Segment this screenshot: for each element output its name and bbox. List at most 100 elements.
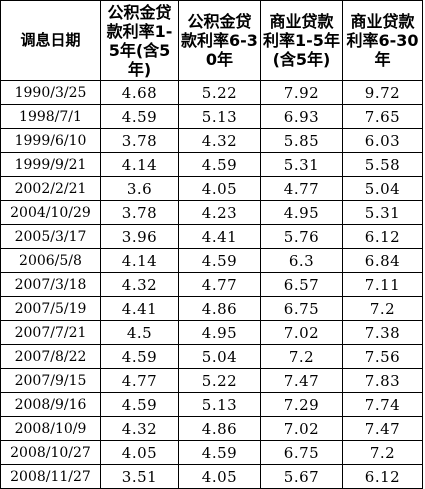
cell-provident-1-5: 3.51: [100, 464, 179, 489]
cell-date: 2007/3/18: [0, 272, 101, 297]
cell-date: 2002/2/21: [0, 176, 101, 201]
header-provident-6-30: 公积金贷款利率6-30年: [178, 0, 261, 81]
table-row: 2005/3/17 3.96 4.41 5.76 6.12: [0, 224, 423, 249]
table-row: 2008/10/27 4.05 4.59 6.75 7.2: [0, 440, 423, 465]
cell-commercial-1-5: 7.02: [260, 416, 343, 441]
cell-commercial-6-30: 7.83: [342, 368, 423, 393]
cell-provident-6-30: 4.23: [178, 200, 261, 225]
header-commercial-6-30: 商业贷款利率6-30年: [342, 0, 423, 81]
cell-commercial-6-30: 9.72: [342, 80, 423, 105]
table-row: 2007/9/15 4.77 5.22 7.47 7.83: [0, 368, 423, 393]
cell-date: 1999/6/10: [0, 128, 101, 153]
table-header: 调息日期 公积金贷款利率1-5年(含5年) 公积金贷款利率6-30年 商业贷款利…: [0, 0, 423, 81]
cell-date: 1999/9/21: [0, 152, 101, 177]
cell-date: 2008/11/27: [0, 464, 101, 489]
table-row: 2007/5/19 4.41 4.86 6.75 7.2: [0, 296, 423, 321]
cell-commercial-6-30: 7.2: [342, 296, 423, 321]
cell-provident-6-30: 5.04: [178, 344, 261, 369]
cell-commercial-6-30: 5.58: [342, 152, 423, 177]
cell-date: 2007/5/19: [0, 296, 101, 321]
cell-commercial-6-30: 7.47: [342, 416, 423, 441]
cell-provident-6-30: 4.05: [178, 176, 261, 201]
cell-provident-1-5: 4.59: [100, 344, 179, 369]
cell-date: 2007/9/15: [0, 368, 101, 393]
cell-commercial-6-30: 6.12: [342, 224, 423, 249]
cell-provident-1-5: 4.59: [100, 392, 179, 417]
cell-provident-6-30: 4.59: [178, 152, 261, 177]
cell-commercial-6-30: 6.03: [342, 128, 423, 153]
cell-date: 1990/3/25: [0, 80, 101, 105]
cell-date: 2005/3/17: [0, 224, 101, 249]
table-row: 1998/7/1 4.59 5.13 6.93 7.65: [0, 104, 423, 129]
cell-commercial-1-5: 4.95: [260, 200, 343, 225]
cell-commercial-1-5: 6.75: [260, 440, 343, 465]
cell-commercial-1-5: 5.67: [260, 464, 343, 489]
cell-commercial-6-30: 5.31: [342, 200, 423, 225]
table-row: 2007/3/18 4.32 4.77 6.57 7.11: [0, 272, 423, 297]
cell-provident-6-30: 4.86: [178, 416, 261, 441]
cell-commercial-1-5: 5.85: [260, 128, 343, 153]
cell-commercial-6-30: 6.84: [342, 248, 423, 273]
cell-commercial-1-5: 7.2: [260, 344, 343, 369]
cell-provident-1-5: 4.41: [100, 296, 179, 321]
cell-commercial-1-5: 7.92: [260, 80, 343, 105]
cell-provident-1-5: 4.77: [100, 368, 179, 393]
cell-provident-1-5: 3.6: [100, 176, 179, 201]
cell-provident-1-5: 4.14: [100, 152, 179, 177]
cell-provident-6-30: 5.22: [178, 368, 261, 393]
cell-commercial-1-5: 5.76: [260, 224, 343, 249]
table-row: 2008/10/9 4.32 4.86 7.02 7.47: [0, 416, 423, 441]
cell-commercial-1-5: 6.3: [260, 248, 343, 273]
cell-provident-1-5: 4.32: [100, 416, 179, 441]
cell-provident-6-30: 4.41: [178, 224, 261, 249]
cell-commercial-6-30: 7.65: [342, 104, 423, 129]
table-row: 2007/7/21 4.5 4.95 7.02 7.38: [0, 320, 423, 345]
cell-provident-1-5: 3.96: [100, 224, 179, 249]
cell-commercial-1-5: 7.29: [260, 392, 343, 417]
cell-provident-1-5: 4.5: [100, 320, 179, 345]
cell-date: 2004/10/29: [0, 200, 101, 225]
cell-date: 2008/10/27: [0, 440, 101, 465]
cell-commercial-1-5: 6.57: [260, 272, 343, 297]
cell-date: 2007/7/21: [0, 320, 101, 345]
cell-provident-1-5: 3.78: [100, 200, 179, 225]
cell-commercial-1-5: 6.93: [260, 104, 343, 129]
cell-provident-1-5: 3.78: [100, 128, 179, 153]
cell-provident-1-5: 4.32: [100, 272, 179, 297]
cell-commercial-6-30: 7.56: [342, 344, 423, 369]
cell-commercial-1-5: 6.75: [260, 296, 343, 321]
header-row: 调息日期 公积金贷款利率1-5年(含5年) 公积金贷款利率6-30年 商业贷款利…: [0, 0, 423, 81]
cell-commercial-1-5: 4.77: [260, 176, 343, 201]
cell-date: 1998/7/1: [0, 104, 101, 129]
cell-provident-6-30: 5.13: [178, 392, 261, 417]
cell-provident-6-30: 4.77: [178, 272, 261, 297]
cell-provident-1-5: 4.68: [100, 80, 179, 105]
table-row: 2008/9/16 4.59 5.13 7.29 7.74: [0, 392, 423, 417]
cell-date: 2008/10/9: [0, 416, 101, 441]
cell-provident-6-30: 4.95: [178, 320, 261, 345]
cell-commercial-6-30: 7.2: [342, 440, 423, 465]
cell-provident-1-5: 4.59: [100, 104, 179, 129]
table-row: 1999/9/21 4.14 4.59 5.31 5.58: [0, 152, 423, 177]
cell-provident-1-5: 4.14: [100, 248, 179, 273]
table-row: 2004/10/29 3.78 4.23 4.95 5.31: [0, 200, 423, 225]
table-row: 2006/5/8 4.14 4.59 6.3 6.84: [0, 248, 423, 273]
cell-commercial-1-5: 7.47: [260, 368, 343, 393]
cell-commercial-6-30: 7.38: [342, 320, 423, 345]
cell-provident-6-30: 4.05: [178, 464, 261, 489]
cell-date: 2006/5/8: [0, 248, 101, 273]
table-body: 1990/3/25 4.68 5.22 7.92 9.72 1998/7/1 4.59 5.1…: [0, 80, 423, 489]
cell-commercial-6-30: 6.12: [342, 464, 423, 489]
cell-provident-6-30: 4.59: [178, 248, 261, 273]
table-row: 2008/11/27 3.51 4.05 5.67 6.12: [0, 464, 423, 489]
table-row: 1999/6/10 3.78 4.32 5.85 6.03: [0, 128, 423, 153]
table-row: 2007/8/22 4.59 5.04 7.2 7.56: [0, 344, 423, 369]
cell-provident-6-30: 4.32: [178, 128, 261, 153]
cell-provident-6-30: 4.59: [178, 440, 261, 465]
cell-date: 2008/9/16: [0, 392, 101, 417]
table-row: 2002/2/21 3.6 4.05 4.77 5.04: [0, 176, 423, 201]
cell-commercial-6-30: 7.74: [342, 392, 423, 417]
header-commercial-1-5: 商业贷款利率1-5年(含5年): [260, 0, 343, 81]
cell-provident-1-5: 4.05: [100, 440, 179, 465]
